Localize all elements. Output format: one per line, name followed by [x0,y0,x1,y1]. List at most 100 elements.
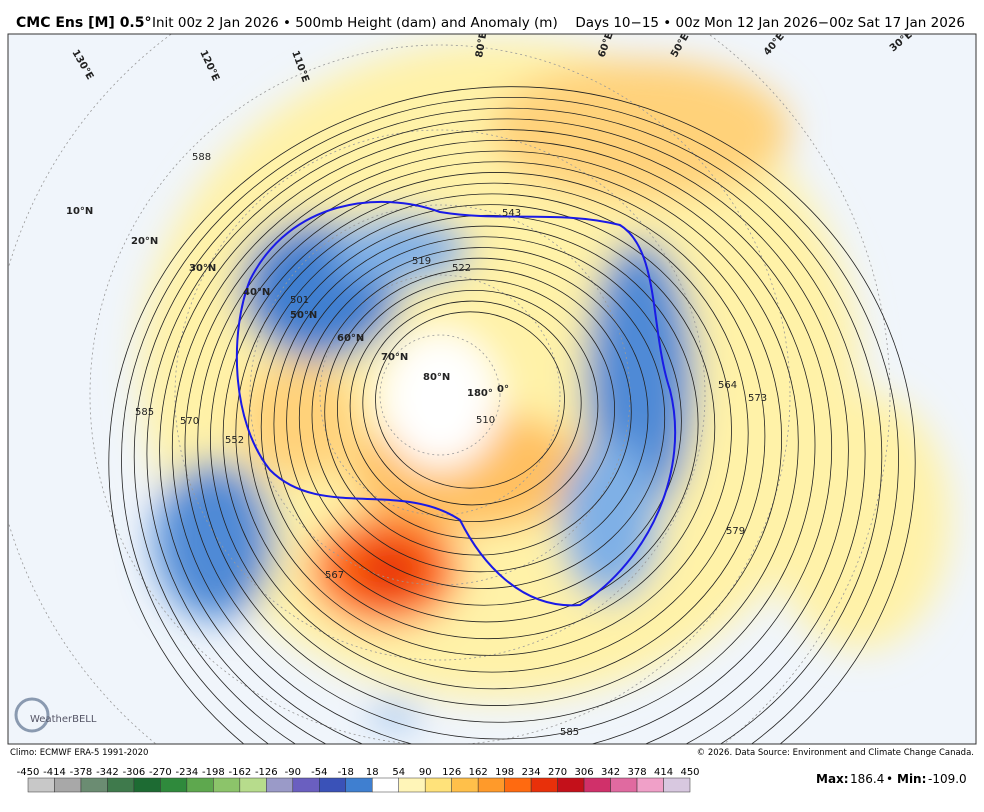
colorbar-swatch [186,777,214,793]
separator: • [886,772,893,786]
colorbar-swatch [345,777,373,793]
contour-label: 501 [290,295,309,306]
colorbar-swatch [371,777,399,793]
colorbar-swatch [107,777,135,793]
contour [362,300,582,506]
map-frame [7,33,977,745]
colorbar-label: -342 [96,767,119,778]
min-label: Min: [897,772,926,786]
contour-label: 510 [476,415,495,426]
colorbar-swatch [398,777,426,793]
colorbar-swatch [133,777,161,793]
colorbar-label: -306 [123,767,146,778]
colorbar-swatch [27,777,55,793]
colorbar-label: 270 [548,767,567,778]
colorbar-label: 54 [392,767,405,778]
source-note: © 2026. Data Source: Environment and Cli… [697,748,974,758]
contour [108,86,916,744]
contour [298,247,666,589]
colorbar-swatch [583,777,611,793]
contour-label: 585 [560,727,579,738]
colorbar-label: -378 [70,767,93,778]
colorbar-label: -126 [255,767,278,778]
colorbar-swatch [213,777,241,793]
colorbar-swatch [160,777,188,793]
contour-label: 552 [225,435,244,446]
colorbar: -450 -414 -378 -342 -306 -270 -234 -198 -162 -126… [17,767,700,793]
contour-label: 585 [135,407,154,418]
logo: WeatherBELL [14,697,97,733]
highlight-contour [235,200,677,607]
contour-label: 564 [718,380,737,391]
colorbar-label: -18 [338,767,354,778]
max-value: 186.4 [850,772,884,786]
colorbar-label: -450 [17,767,40,778]
contour-label: 570 [180,416,199,427]
colorbar-label: 90 [419,767,432,778]
contour [336,279,616,539]
contour [286,236,682,606]
contour-label: 588 [192,152,211,163]
climo-note: Climo: ECMWF ERA-5 1991-2020 [10,748,148,758]
colorbar-label: 162 [469,767,488,778]
contour [222,182,766,690]
latitude-label: 30°N [189,263,216,274]
contour-label: 567 [325,570,344,581]
latitude-label: 70°N [381,352,408,363]
contour [184,150,816,740]
contour-label: 543 [502,208,521,219]
logo-text: WeatherBELL [30,714,97,725]
colorbar-label: -270 [149,767,172,778]
latitude-label: 80°N [423,372,450,383]
colorbar-label: -162 [228,767,251,778]
contour [209,172,783,706]
colorbar-label: 342 [601,767,620,778]
latitude-label: 60°N [337,333,364,344]
latitude-label: 0° [497,384,509,395]
colorbar-swatch [80,777,108,793]
longitude-label: 80°E [474,31,489,58]
latitude-label: 10°N [66,206,93,217]
colorbar-swatch [477,777,505,793]
colorbar-swatch [504,777,532,793]
contour [311,257,649,573]
contour [159,129,849,744]
colorbar-swatch [319,777,347,793]
colorbar-label: 126 [442,767,461,778]
latitude-label: 40°N [243,287,270,298]
colorbar-label: -90 [285,767,301,778]
colorbar-label: 378 [627,767,646,778]
contour [375,311,565,489]
colorbar-swatch [663,777,691,793]
colorbar-swatch [54,777,82,793]
model-name: CMC Ens [M] 0.5° [16,15,152,31]
colorbar-label: 234 [522,767,541,778]
contour-label: 579 [726,526,745,537]
contour [324,268,632,556]
colorbar-swatch [292,777,320,793]
contour-label: 573 [748,393,767,404]
contour-label: 522 [452,263,471,274]
colorbar-swatch [424,777,452,793]
colorbar-label: -234 [176,767,199,778]
latitude-label: 180° [467,388,493,399]
contour-label: 519 [412,256,431,267]
latitude-label: 20°N [131,236,158,247]
colorbar-label: 198 [495,767,514,778]
contour [273,225,699,623]
map-title: Init 00z 2 Jan 2026 • 500mb Height (dam)… [152,15,558,31]
max-label: Max: [816,772,849,786]
colorbar-label: -198 [202,767,225,778]
colorbar-swatch [451,777,479,793]
colorbar-label: 18 [366,767,379,778]
colorbar-swatch [610,777,638,793]
contour [349,289,599,523]
colorbar-label: -54 [311,767,327,778]
contour [235,193,749,673]
colorbar-swatch [239,777,267,793]
colorbar-label: 414 [654,767,673,778]
colorbar-label: 450 [680,767,699,778]
